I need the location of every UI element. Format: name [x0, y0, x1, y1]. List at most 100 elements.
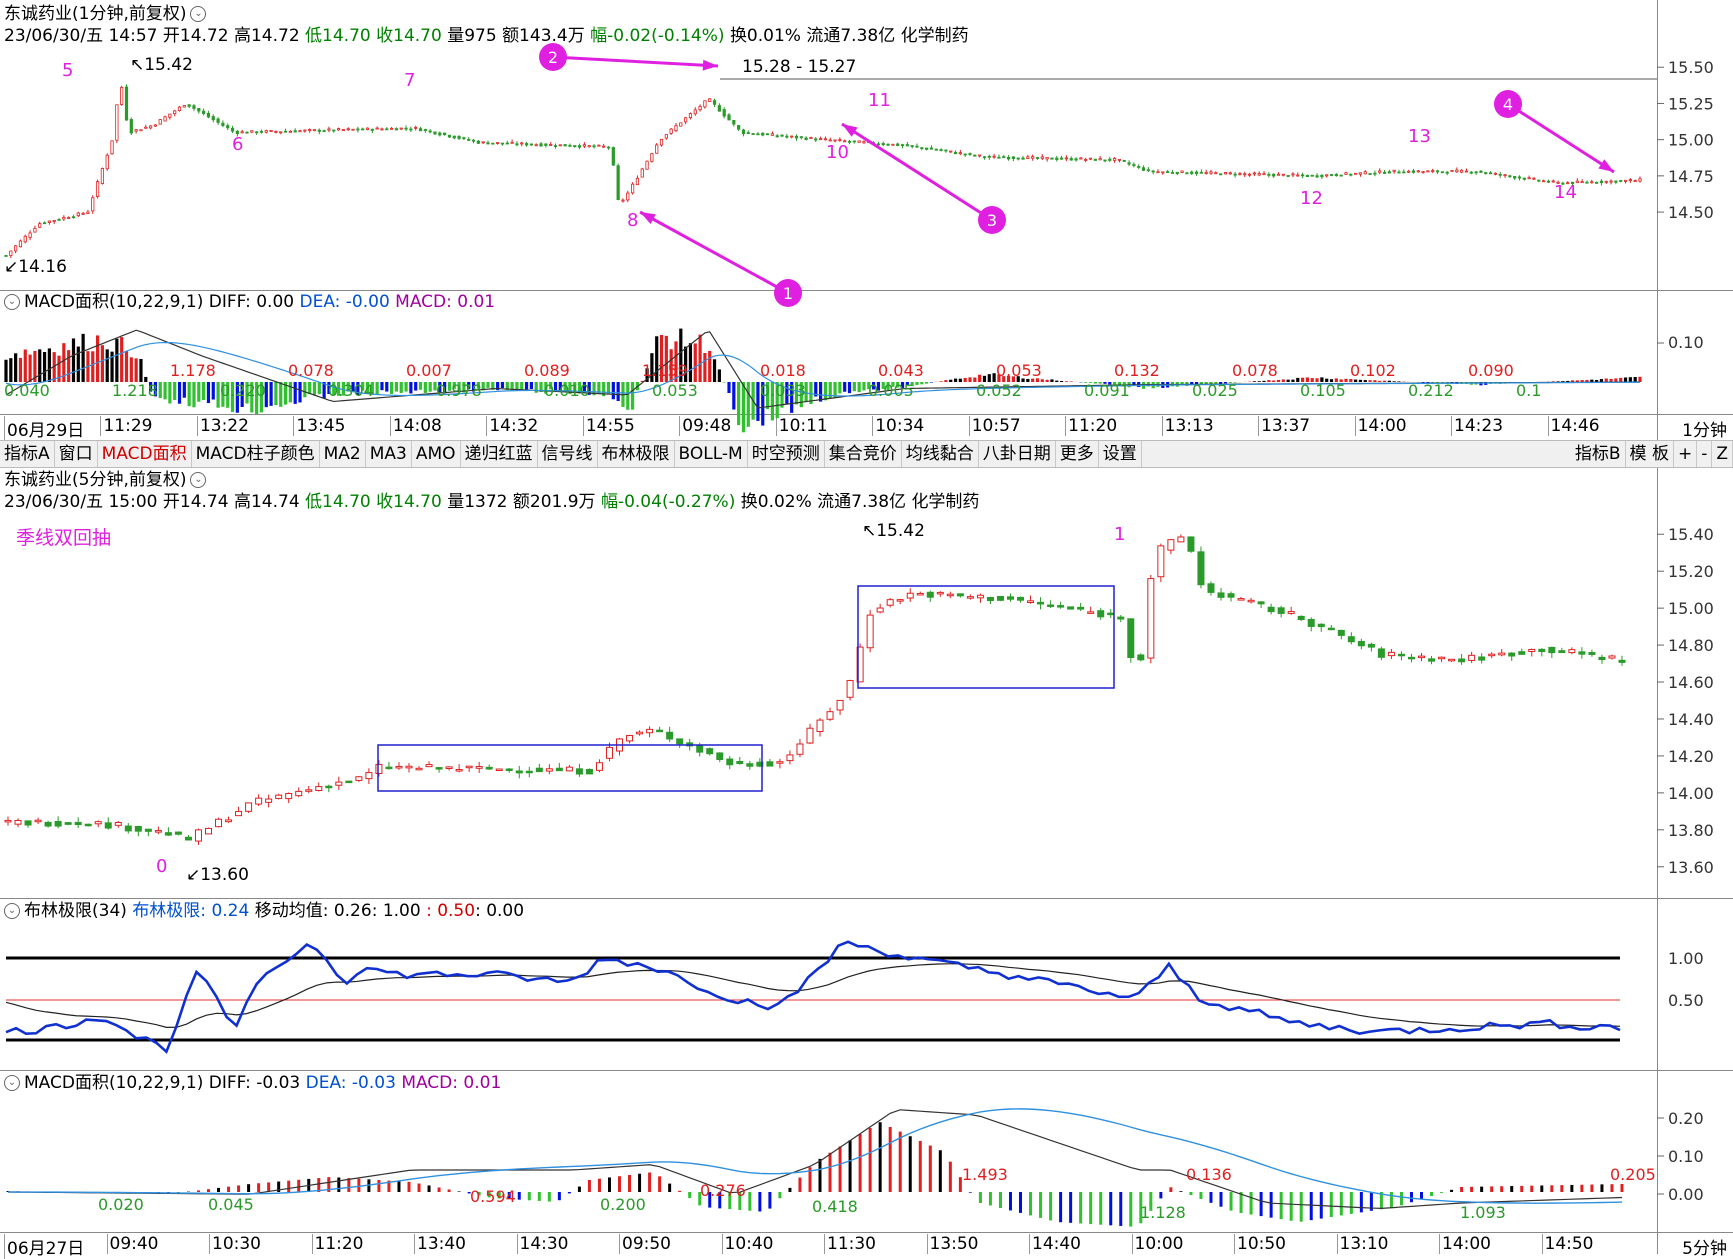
toolbar-right-item[interactable]: 指标B: [1571, 441, 1626, 467]
candle-body: [1541, 180, 1546, 183]
callout-number: 4: [1503, 95, 1513, 114]
toolbar-item[interactable]: 更多: [1056, 441, 1099, 467]
toolbar-item[interactable]: 指标A: [0, 441, 55, 467]
toolbar-right-item[interactable]: +: [1674, 441, 1698, 467]
toolbar-item[interactable]: 设置: [1099, 441, 1142, 467]
candle-body: [1488, 653, 1496, 657]
pane-separator: [0, 1232, 1733, 1233]
candle-body: [1537, 179, 1541, 182]
candle-body: [1103, 159, 1107, 162]
top-chart-title[interactable]: 东诚药业(1分钟,前复权): [4, 4, 187, 24]
toolbar-item[interactable]: 布林极限: [598, 441, 675, 467]
macd-axis-label: 0.10: [1668, 333, 1704, 352]
bottom-macd-title[interactable]: MACD面积(10,22,9,1): [24, 1073, 204, 1093]
candle-body: [1402, 171, 1406, 174]
candle-body: [120, 87, 124, 105]
price-axis-label: 15.50: [1668, 58, 1714, 77]
candle-body: [163, 116, 167, 122]
bottom-chart-title[interactable]: 东诚药业(5分钟,前复权): [4, 470, 187, 490]
toolbar-item[interactable]: 递归红蓝: [461, 441, 538, 467]
candle-body: [886, 143, 890, 146]
area-label-red: 0.090: [1468, 361, 1514, 380]
candle-body: [1416, 170, 1420, 173]
wave-number-label: 13: [1408, 126, 1431, 147]
candle-body: [1334, 173, 1338, 177]
top-period-label[interactable]: 1分钟: [1682, 421, 1727, 441]
candle-body: [1325, 174, 1329, 177]
area-label-red: 0.089: [524, 361, 570, 380]
chevron-down-icon[interactable]: ⌄: [4, 294, 20, 310]
candle-body: [265, 798, 273, 803]
area-label-green: 0.220: [220, 381, 266, 400]
chevron-down-icon[interactable]: ⌄: [190, 6, 207, 22]
toolbar-item[interactable]: MACD柱子颜色: [192, 441, 320, 467]
chevron-down-icon[interactable]: ⌄: [4, 903, 20, 919]
candle-body: [717, 105, 721, 112]
toolbar-right-item[interactable]: 模 板: [1626, 441, 1674, 467]
candle-body: [153, 124, 158, 127]
candle-body: [24, 820, 32, 826]
candle-body: [1237, 598, 1245, 601]
bottom-chart-info: 23/06/30/五 15:00 开14.74 高14.74 低14.70 收1…: [4, 492, 979, 512]
toolbar-item[interactable]: MA2: [320, 441, 366, 467]
candle-body: [1267, 606, 1275, 613]
wave-number-label: 7: [404, 70, 415, 91]
boll-title[interactable]: 布林极限(34): [24, 901, 127, 921]
candle-body: [91, 197, 95, 212]
candle-body: [838, 139, 842, 142]
candle-body: [1087, 611, 1095, 614]
candle-body: [1214, 172, 1218, 175]
toolbar-item[interactable]: 集合竞价: [825, 441, 902, 467]
time-tick: 14:46: [1547, 416, 1600, 436]
candle-body: [1217, 592, 1225, 598]
candle-body: [355, 776, 363, 781]
candle-body: [100, 168, 105, 184]
candle-body: [1127, 618, 1135, 658]
candle-body: [823, 138, 828, 141]
candle-body: [1132, 164, 1136, 166]
toolbar-item[interactable]: BOLL-M: [675, 441, 748, 467]
info-industry: 化学制药: [911, 492, 980, 512]
candle-body: [380, 128, 384, 131]
top-macd-title[interactable]: MACD面积(10,22,9,1): [24, 292, 204, 312]
toolbar-item[interactable]: AMO: [412, 441, 461, 467]
toolbar-item[interactable]: 均线黏合: [902, 441, 979, 467]
candle-body: [1455, 169, 1459, 173]
toolbar-item[interactable]: 时空预测: [748, 441, 825, 467]
candle-body: [1204, 172, 1208, 174]
candle-body: [659, 138, 664, 146]
candle-body: [1045, 156, 1049, 160]
chevron-down-icon[interactable]: ⌄: [4, 1075, 20, 1091]
low-label: ↙13.60: [186, 865, 249, 885]
area-label-green: 1.128: [1140, 1203, 1186, 1222]
candle-body: [1358, 172, 1363, 175]
toolbar-item[interactable]: MA3: [366, 441, 412, 467]
candle-body: [215, 818, 223, 828]
candle-body: [341, 129, 346, 132]
callout-arrowhead: [1598, 159, 1614, 172]
candle-body: [346, 128, 350, 131]
candle-body: [124, 825, 132, 832]
callout-arrow: [841, 122, 993, 222]
candle-body: [1578, 651, 1586, 655]
toolbar-right-item[interactable]: -: [1697, 441, 1713, 467]
toolbar-item[interactable]: 窗口: [55, 441, 98, 467]
toolbar-item[interactable]: 八卦日期: [979, 441, 1056, 467]
candle-body: [939, 149, 943, 152]
candle-body: [1522, 177, 1526, 180]
toolbar-item[interactable]: 信号线: [538, 441, 598, 467]
toolbar-item[interactable]: MACD面积: [98, 441, 192, 467]
candle-body: [95, 181, 100, 197]
candle-body: [1223, 172, 1228, 175]
candle-body: [505, 142, 509, 145]
candle-body: [996, 596, 1004, 601]
candle-body: [4, 819, 12, 823]
candle-body: [1307, 619, 1315, 627]
candle-body: [1026, 156, 1030, 159]
candle-body: [1585, 181, 1589, 184]
candle-body: [1327, 627, 1335, 631]
candle-body: [1127, 162, 1131, 165]
chevron-down-icon[interactable]: ⌄: [190, 472, 207, 488]
time-tick: 11:20: [1065, 416, 1117, 436]
time-tick: 10:57: [968, 416, 1021, 436]
